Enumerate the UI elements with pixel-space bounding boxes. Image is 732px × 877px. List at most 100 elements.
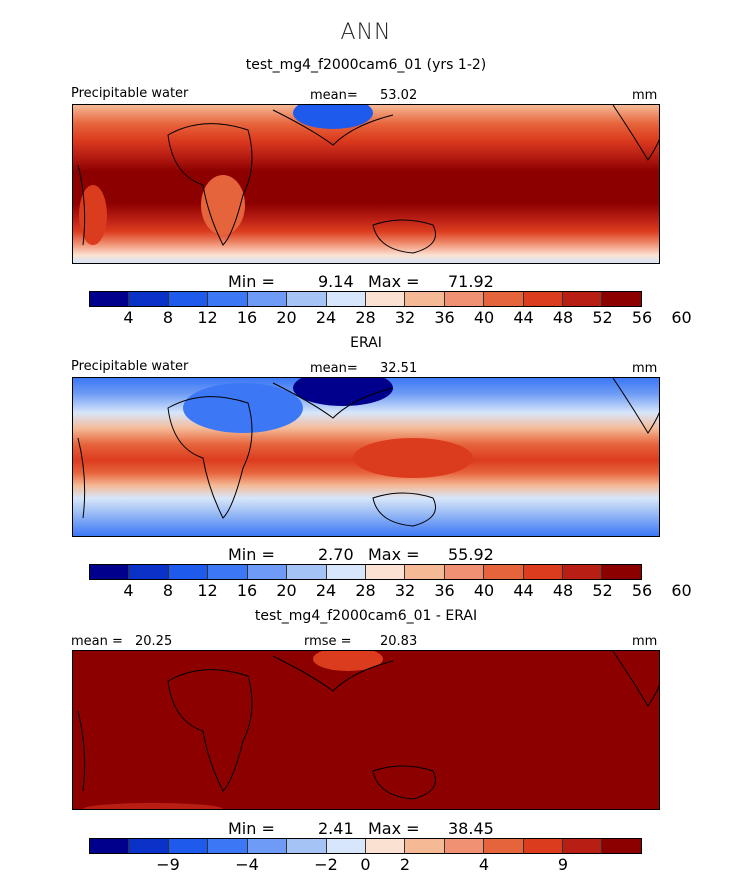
panel-2-mean-value: 32.51	[380, 361, 418, 376]
colorbar-2-swatch-6	[326, 839, 366, 853]
colorbar-1-tick-label: 36	[434, 581, 455, 600]
panel-3-min-value: 2.41	[318, 819, 354, 838]
panel-2-min-label: Min =	[228, 545, 275, 564]
panel-1-tibet-low	[293, 105, 373, 129]
colorbar-2-tick-label: 2	[399, 855, 411, 874]
colorbar-1-swatch-2	[168, 565, 209, 579]
colorbar-0-tick-label: 4	[123, 308, 134, 327]
colorbar-1-swatch-11	[523, 565, 564, 579]
colorbar-2-swatch-1	[129, 839, 169, 853]
colorbar-1-tick-label: 44	[513, 581, 534, 600]
panel-1-africa-outline	[167, 123, 253, 246]
colorbar-0-tick-label: 12	[197, 308, 218, 327]
panel-1-mean-label: mean=	[310, 88, 358, 103]
panel-2-asia-outline	[272, 382, 394, 419]
panel-2-map	[72, 377, 660, 537]
colorbar-2-tick-label: 4	[478, 855, 490, 874]
colorbar-1-swatch-5	[287, 565, 327, 579]
panel-3-south-diff	[83, 803, 223, 809]
colorbar-1-tick-label: 4	[123, 581, 134, 600]
colorbar-1-swatch-0	[90, 565, 130, 579]
panel-1-coastlines	[77, 105, 659, 254]
colorbar-2-swatch-4	[247, 839, 288, 853]
colorbar-2-swatch-11	[523, 839, 564, 853]
colorbar-0-tick-label: 32	[394, 308, 416, 327]
panel-2-colorbar	[89, 564, 642, 580]
colorbar-1-swatch-8	[405, 565, 445, 579]
panel-1-mean-value: 53.02	[380, 88, 418, 103]
panel-1-colorbar	[89, 291, 642, 307]
panel-2-tibet-low	[293, 378, 393, 406]
panel-1-map	[72, 104, 660, 264]
panel-1-australia-outline	[372, 219, 436, 254]
colorbar-2-swatch-7	[365, 839, 406, 853]
colorbar-2-swatch-0	[90, 839, 130, 853]
panel-3-map	[72, 650, 660, 810]
panel-1-max-label: Max =	[368, 272, 420, 291]
colorbar-1-swatch-13	[602, 565, 641, 579]
colorbar-2-tick-label: 9	[557, 855, 569, 874]
panel-2-coastlines	[77, 378, 659, 527]
panel-3-america-outline	[612, 651, 659, 707]
panel-3-max-label: Max =	[368, 819, 420, 838]
panel-3-title: test_mg4_f2000cam6_01 - ERAI	[254, 608, 478, 624]
colorbar-1-tick-label: 60	[671, 581, 692, 600]
colorbar-0-swatch-10	[484, 292, 524, 306]
panel-2-mean-label: mean=	[310, 361, 358, 376]
colorbar-0-swatch-11	[523, 292, 564, 306]
colorbar-1-tick-label: 12	[197, 581, 218, 600]
colorbar-1-tick-label: 52	[592, 581, 613, 600]
panel-3-mean-value: 20.25	[135, 634, 173, 649]
panel-3-tibet-diff	[313, 651, 383, 671]
colorbar-0-tick-label: 16	[236, 308, 258, 327]
panel-2-sahara-low	[183, 383, 303, 433]
panel-3-rmse-value: 20.83	[380, 634, 418, 649]
panel-1-america-outline	[612, 105, 659, 161]
colorbar-1-swatch-12	[563, 565, 603, 579]
panel-2-warmpool-high	[353, 438, 473, 478]
colorbar-2-tick-label: −2	[314, 855, 338, 874]
panel-1-max-value: 71.92	[448, 272, 494, 291]
panel-2-america-outline	[612, 378, 659, 434]
colorbar-2-swatch-2	[168, 839, 209, 853]
panel-2-title: ERAI	[350, 335, 382, 351]
panel-1-colorbar-ticks: 4 8 12 16 20 24 28 32 36 40 44 48 52 56 60	[0, 308, 732, 330]
colorbar-0-swatch-1	[129, 292, 169, 306]
colorbar-0-tick-label: 48	[552, 308, 574, 327]
panel-1-min-value: 9.14	[318, 272, 354, 291]
colorbar-0-swatch-6	[326, 292, 366, 306]
panel-2-africa-outline	[167, 396, 253, 519]
colorbar-0-tick-label: 56	[631, 308, 653, 327]
colorbar-1-tick-label: 8	[162, 581, 174, 600]
colorbar-2-swatch-9	[444, 839, 485, 853]
colorbar-0-swatch-9	[444, 292, 485, 306]
panel-2-max-value: 55.92	[448, 545, 494, 564]
panel-3-colorbar-ticks: −9 −4 −2 0 2 4 9	[0, 855, 732, 877]
colorbar-1-tick-label: 20	[276, 581, 297, 600]
panel-3-min-label: Min =	[228, 819, 275, 838]
panel-2-variable-label: Precipitable water	[71, 359, 189, 374]
colorbar-1-tick-label: 48	[552, 581, 574, 600]
colorbar-1-tick-label: 56	[631, 581, 653, 600]
panel-3-units: mm	[632, 634, 658, 649]
colorbar-0-swatch-4	[247, 292, 288, 306]
colorbar-1-tick-label: 24	[315, 581, 337, 600]
colorbar-2-swatch-3	[208, 839, 248, 853]
panel-3-colorbar	[89, 838, 642, 854]
colorbar-0-tick-label: 36	[434, 308, 455, 327]
colorbar-1-swatch-9	[444, 565, 485, 579]
panel-1-variable-label: Precipitable water	[71, 86, 189, 101]
colorbar-1-swatch-6	[326, 565, 366, 579]
colorbar-1-tick-label: 32	[394, 581, 416, 600]
colorbar-0-swatch-3	[208, 292, 248, 306]
colorbar-0-tick-label: 40	[473, 308, 495, 327]
colorbar-2-tick-label: −4	[235, 855, 259, 874]
panel-3-samerica-outline	[77, 710, 86, 792]
panel-1-title: test_mg4_f2000cam6_01 (yrs 1-2)	[245, 57, 487, 73]
colorbar-2-swatch-12	[563, 839, 603, 853]
panel-2-colorbar-ticks: 4 8 12 16 20 24 28 32 36 40 44 48 52 56 60	[0, 581, 732, 603]
panel-3-australia-outline	[372, 765, 436, 800]
colorbar-1-swatch-4	[247, 565, 288, 579]
colorbar-0-swatch-8	[405, 292, 445, 306]
panel-2-units: mm	[632, 361, 658, 376]
